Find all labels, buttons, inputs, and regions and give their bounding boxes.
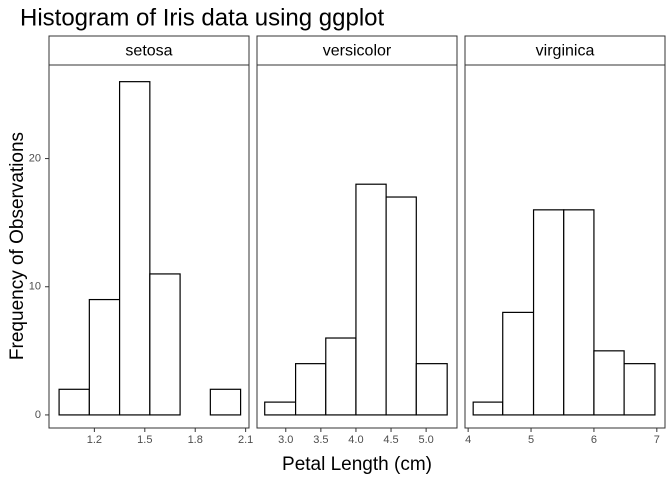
bar [209,388,242,416]
x-tick-label: 5.0 [418,434,433,446]
panel-border [256,64,458,429]
x-tick-label: 1.2 [87,434,102,446]
strip [48,35,250,66]
panel-border [464,64,666,429]
bar [149,273,181,416]
strip-label: versicolor [323,43,392,60]
bar [88,298,121,416]
bar [593,350,625,416]
x-tick-label: 7 [654,434,660,446]
y-tick-label: 10 [29,281,41,293]
x-tick-label: 3.0 [278,434,293,446]
x-axis-label: Petal Length (cm) [282,454,432,475]
strip [464,35,666,66]
bar [294,363,327,416]
strip-label: setosa [125,43,172,60]
bar [502,311,535,416]
chart-title: Histogram of Iris data using ggplot [20,4,385,31]
strip-label: virginica [536,43,595,60]
y-tick-label: 20 [29,152,41,164]
bar [118,81,151,416]
x-tick-label: 4.5 [383,434,398,446]
bar [415,363,448,416]
y-tick-label: 0 [35,409,41,421]
bar [623,363,656,416]
y-axis-label: Frequency of Observations [7,132,28,360]
x-tick-label: 2.1 [238,434,253,446]
x-tick-label: 5 [528,434,534,446]
bar [472,401,504,416]
bar [355,183,387,416]
x-tick-label: 6 [591,434,597,446]
bar [563,209,595,416]
x-tick-label: 4.0 [348,434,363,446]
x-tick-label: 1.5 [137,434,152,446]
panel-border [48,64,250,429]
bar [532,209,565,416]
x-tick-label: 3.5 [313,434,328,446]
x-tick-label: 1.8 [188,434,203,446]
x-tick-label: 4 [465,434,471,446]
bar [264,401,297,416]
bar [58,388,90,416]
bar [385,196,417,416]
bar [325,337,357,416]
strip [256,35,458,66]
